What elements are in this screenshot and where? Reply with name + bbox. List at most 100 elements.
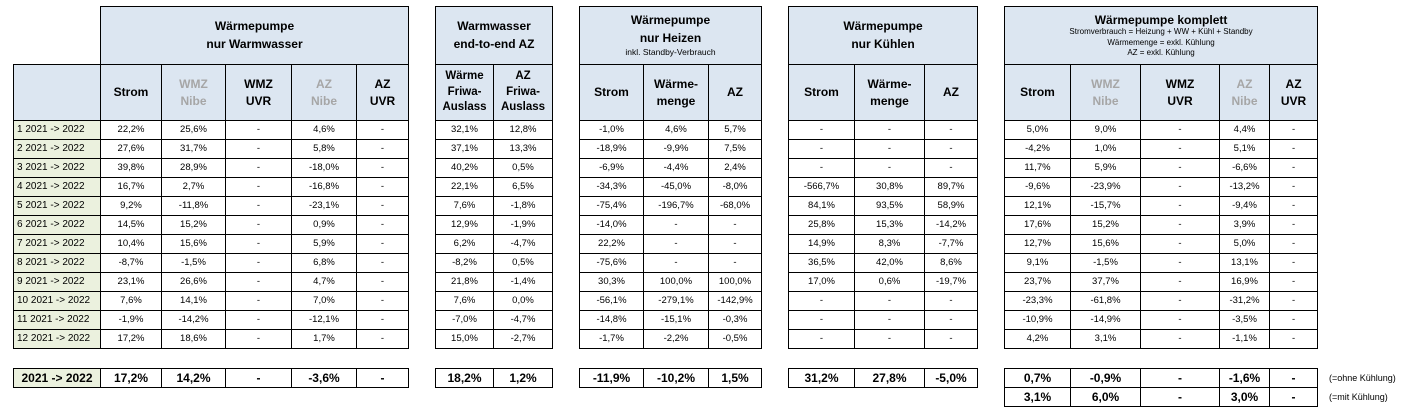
table-cell: -8,2%: [435, 253, 494, 273]
total-cell: 3,1%: [1004, 387, 1071, 407]
total-cell: -: [1269, 368, 1318, 388]
table-cell: -2,2%: [643, 329, 709, 349]
section-title-komplett: Wärmepumpe komplett Stromverbrauch = Hei…: [1003, 6, 1319, 65]
table-cell: -6,6%: [1219, 158, 1270, 178]
table-row: 37,1% 13,3%: [435, 139, 553, 159]
table-row: -10,9% -14,9% - -3,5% -: [1004, 310, 1319, 330]
table-row: -6,9% -4,4% 2,4%: [579, 158, 763, 178]
table-cell: 15,2%: [161, 215, 226, 235]
table-cell: -14,2%: [161, 310, 226, 330]
total-cell: 1,2%: [493, 368, 553, 388]
total-cell: -3,6%: [291, 368, 357, 388]
table-cell: -2,7%: [493, 329, 553, 349]
table-cell: -1,7%: [579, 329, 644, 349]
table-cell: -1,8%: [493, 196, 553, 216]
table-cell: 0,5%: [493, 253, 553, 273]
table-row: 30,3% 100,0% 100,0%: [579, 272, 763, 292]
total-label: 2021 -> 2022: [13, 368, 101, 388]
table-cell: -8,0%: [707, 177, 763, 197]
table-cell: 11,7%: [1004, 158, 1071, 178]
table-cell: -: [225, 158, 292, 178]
table-cell: -16,8%: [291, 177, 357, 197]
table-row: 4 2021 -> 2022 16,7% 2,7% - -16,8% -: [13, 177, 409, 197]
table-cell: 3,1%: [1070, 329, 1141, 349]
table-cell: 17,0%: [788, 272, 855, 292]
col-header-az: AZ: [923, 64, 979, 121]
table-cell: -: [1140, 196, 1220, 216]
table-cell: 28,9%: [161, 158, 226, 178]
table-cell: -23,3%: [1004, 291, 1071, 311]
table-cell: 5,0%: [1219, 234, 1270, 254]
komplett-note-1: Stromverbrauch = Heizung + WW + Kühl + S…: [1069, 27, 1253, 37]
row-label: 5 2021 -> 2022: [13, 196, 101, 216]
table-cell: -: [1140, 120, 1220, 140]
section-title-kuehlen: Wärmepumpe nur Kühlen: [787, 6, 979, 65]
total-cell: 14,2%: [161, 368, 226, 388]
table-cell: -11,8%: [161, 196, 226, 216]
table-cell: -: [1268, 196, 1319, 216]
table-cell: -: [788, 139, 855, 159]
col-header-strom: Strom: [100, 64, 162, 121]
col-header-waermemenge: Wärme-menge: [643, 64, 709, 121]
table-cell: -: [788, 310, 855, 330]
table-cell: 12,7%: [1004, 234, 1071, 254]
table-cell: -18,9%: [579, 139, 644, 159]
table-cell: -: [356, 177, 409, 197]
table-cell: 100,0%: [643, 272, 709, 292]
table-cell: 15,2%: [1070, 215, 1141, 235]
table-cell: -: [225, 310, 292, 330]
table-cell: 7,6%: [435, 291, 494, 311]
table-row: -23,3% -61,8% - -31,2% -: [1004, 291, 1319, 311]
table-cell: -: [1140, 329, 1220, 349]
table-cell: 40,2%: [435, 158, 494, 178]
table-cell: 16,9%: [1219, 272, 1270, 292]
table-cell: -4,7%: [493, 234, 553, 254]
table-cell: -: [923, 139, 979, 159]
total-row: 31,2% 27,8% -5,0%: [788, 368, 978, 388]
table-cell: -: [225, 196, 292, 216]
table-row: -75,6% - -: [579, 253, 763, 273]
table-cell: -1,5%: [161, 253, 226, 273]
table-cell: -: [225, 234, 292, 254]
table-cell: 13,3%: [493, 139, 553, 159]
table-cell: -75,6%: [579, 253, 644, 273]
table-cell: -: [225, 272, 292, 292]
table-cell: -: [854, 139, 925, 159]
table-cell: -1,5%: [1070, 253, 1141, 273]
table-cell: 22,1%: [435, 177, 494, 197]
table-cell: 12,9%: [435, 215, 494, 235]
table-cell: -: [788, 120, 855, 140]
table-row: 3 2021 -> 2022 39,8% 28,9% - -18,0% -: [13, 158, 409, 178]
total-row: -11,9% -10,2% 1,5%: [579, 368, 762, 388]
table-cell: 93,5%: [854, 196, 925, 216]
table-row: -566,7% 30,8% 89,7%: [788, 177, 979, 197]
col-header-strom: Strom: [579, 64, 644, 121]
table-cell: 12,1%: [1004, 196, 1071, 216]
total-cell: -0,9%: [1070, 368, 1141, 388]
table-cell: -: [1268, 253, 1319, 273]
table-row: 2 2021 -> 2022 27,6% 31,7% -5,8% -: [13, 139, 409, 159]
total-row: 3,1% 6,0% -3,0% -: [1004, 387, 1318, 407]
table-cell: -: [1268, 120, 1319, 140]
table-cell: 15,6%: [1070, 234, 1141, 254]
table-row: -18,9% -9,9% 7,5%: [579, 139, 763, 159]
table-cell: -: [356, 291, 409, 311]
col-header-strom: Strom: [1004, 64, 1071, 121]
table-row: 9 2021 -> 2022 23,1% 26,6% -4,7% -: [13, 272, 409, 292]
table-row: -4,2% 1,0% -5,1% -: [1004, 139, 1319, 159]
table-cell: 22,2%: [100, 120, 162, 140]
table-end-to-end: Warmwasser end-to-end AZ Wärme Friwa- Ausla…: [435, 6, 553, 349]
table-cell: 30,3%: [579, 272, 644, 292]
table-cell: 37,7%: [1070, 272, 1141, 292]
table-cell: 25,6%: [161, 120, 226, 140]
table-cell: -: [1140, 310, 1220, 330]
table-cell: 39,8%: [100, 158, 162, 178]
table-cell: 10,4%: [100, 234, 162, 254]
table-row: ---: [788, 158, 979, 178]
table-cell: 8,6%: [923, 253, 979, 273]
table-cell: -: [643, 234, 709, 254]
table-cell: 1,0%: [1070, 139, 1141, 159]
table-heizen: Wärmepumpe nur Heizen inkl. Standby-Verbr…: [578, 6, 763, 349]
table-row: -75,4% -196,7% -68,0%: [579, 196, 763, 216]
table-cell: -1,4%: [493, 272, 553, 292]
